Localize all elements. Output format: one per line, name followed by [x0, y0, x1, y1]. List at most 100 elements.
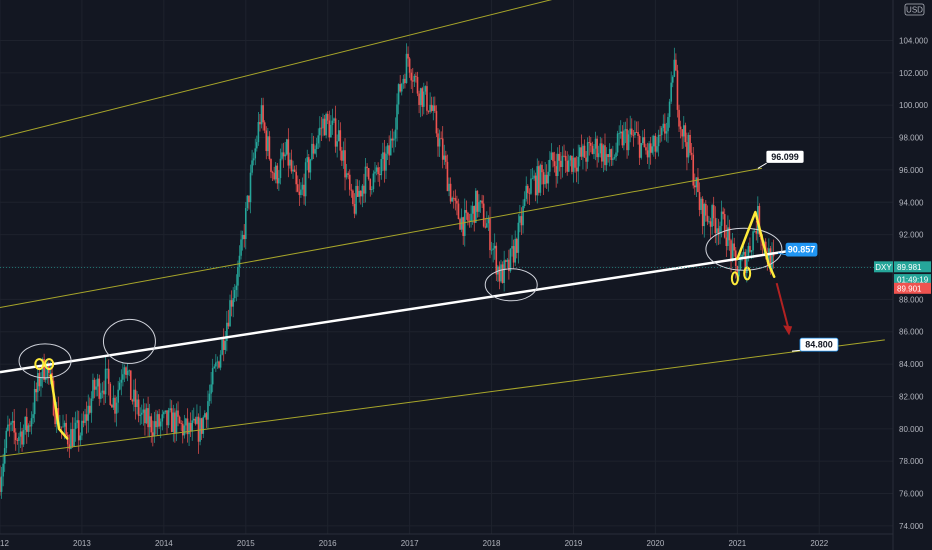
candle-body [306, 157, 309, 163]
callout-label: 90.857 [788, 245, 816, 255]
touch-circle [102, 318, 156, 364]
channel-line-lower [0, 339, 885, 457]
candle-body [98, 378, 101, 399]
price-tick-label: 94.000 [899, 198, 924, 207]
candle-body [468, 220, 471, 222]
candle-body [337, 130, 340, 142]
candle-body [155, 421, 157, 428]
candle-body [624, 129, 627, 131]
candle-body [194, 418, 197, 424]
candle-body [563, 155, 565, 157]
candle-body [125, 367, 127, 375]
candle-body [129, 370, 132, 400]
candle-body [755, 230, 758, 234]
candle-body [267, 136, 269, 152]
candle-body [271, 171, 274, 173]
candle-body [506, 259, 509, 262]
price-badge[interactable] [894, 282, 931, 294]
candle-body [279, 158, 282, 179]
candle-body [216, 361, 219, 363]
candle-body [719, 225, 721, 235]
candle-body [257, 122, 260, 143]
candle-body [664, 123, 666, 134]
candle-body [303, 184, 305, 197]
candle-body [367, 168, 370, 179]
callout-box[interactable] [799, 337, 839, 352]
annotations [18, 210, 793, 440]
candle-body [153, 421, 156, 436]
candle-body [654, 135, 657, 152]
candle-body [711, 205, 713, 227]
candle-body [560, 160, 562, 168]
candle-body [646, 150, 649, 158]
candle-body [717, 228, 720, 235]
candle-body [739, 258, 742, 270]
candle-body [467, 212, 469, 221]
candle-body [561, 155, 564, 168]
candle-body [484, 226, 487, 228]
price-badge[interactable] [894, 274, 931, 286]
price-badge[interactable] [894, 261, 931, 273]
candle-body [473, 205, 476, 223]
time-tick-label: 2016 [319, 539, 337, 548]
time-tick-label: 2012 [0, 539, 9, 548]
candle-body [727, 227, 729, 247]
candle-body [169, 408, 171, 411]
candle-body [475, 190, 477, 223]
candle-body [84, 414, 86, 423]
candle-body [402, 78, 405, 84]
candle-body [44, 377, 47, 381]
candle-body [71, 429, 74, 447]
candle-body [750, 250, 753, 252]
candle-body [610, 149, 613, 160]
candle-body [459, 219, 461, 230]
candle-body [619, 131, 622, 134]
candle-body [248, 195, 250, 203]
candle-body [301, 184, 304, 190]
candle-body [583, 145, 586, 158]
candle-body [323, 118, 326, 136]
candle-body [167, 410, 170, 426]
candle-body [526, 185, 529, 193]
candle-body [293, 169, 296, 172]
candle-body [174, 412, 176, 434]
candle-body [152, 432, 154, 436]
candle-body [495, 245, 498, 275]
candle-body [148, 416, 151, 428]
candle-body [104, 368, 107, 395]
candle-body [336, 141, 338, 147]
time-tick-label: 2020 [647, 539, 665, 548]
candle-body [749, 246, 751, 252]
candle-body [522, 205, 524, 226]
candle-body [211, 368, 214, 385]
currency-badge[interactable]: USD [904, 3, 925, 16]
candle-body [142, 409, 145, 413]
candle-body [391, 138, 394, 141]
candle-body [226, 322, 228, 341]
callout-pointer [757, 161, 769, 169]
price-tick-label: 80.000 [899, 425, 924, 434]
candle-body [328, 120, 331, 138]
candle-body [177, 410, 179, 417]
candle-body [0, 476, 3, 492]
candle-body [656, 146, 658, 152]
callout-box[interactable] [765, 149, 805, 164]
candle-body [538, 166, 540, 193]
candle-body [35, 388, 38, 393]
callout-box[interactable] [785, 242, 818, 257]
channel-line-upper [0, 0, 553, 139]
symbol-badge[interactable] [874, 261, 893, 273]
candle-body [11, 420, 14, 423]
candle-body [62, 426, 64, 428]
candle-body [649, 143, 652, 153]
candle-body [626, 129, 628, 151]
candle-body [679, 126, 682, 130]
candle-body [657, 134, 660, 147]
candle-body [670, 82, 672, 102]
price-badge-value: 89.981 [897, 263, 922, 272]
candle-body [347, 173, 349, 175]
callout-label: 84.800 [805, 340, 833, 350]
